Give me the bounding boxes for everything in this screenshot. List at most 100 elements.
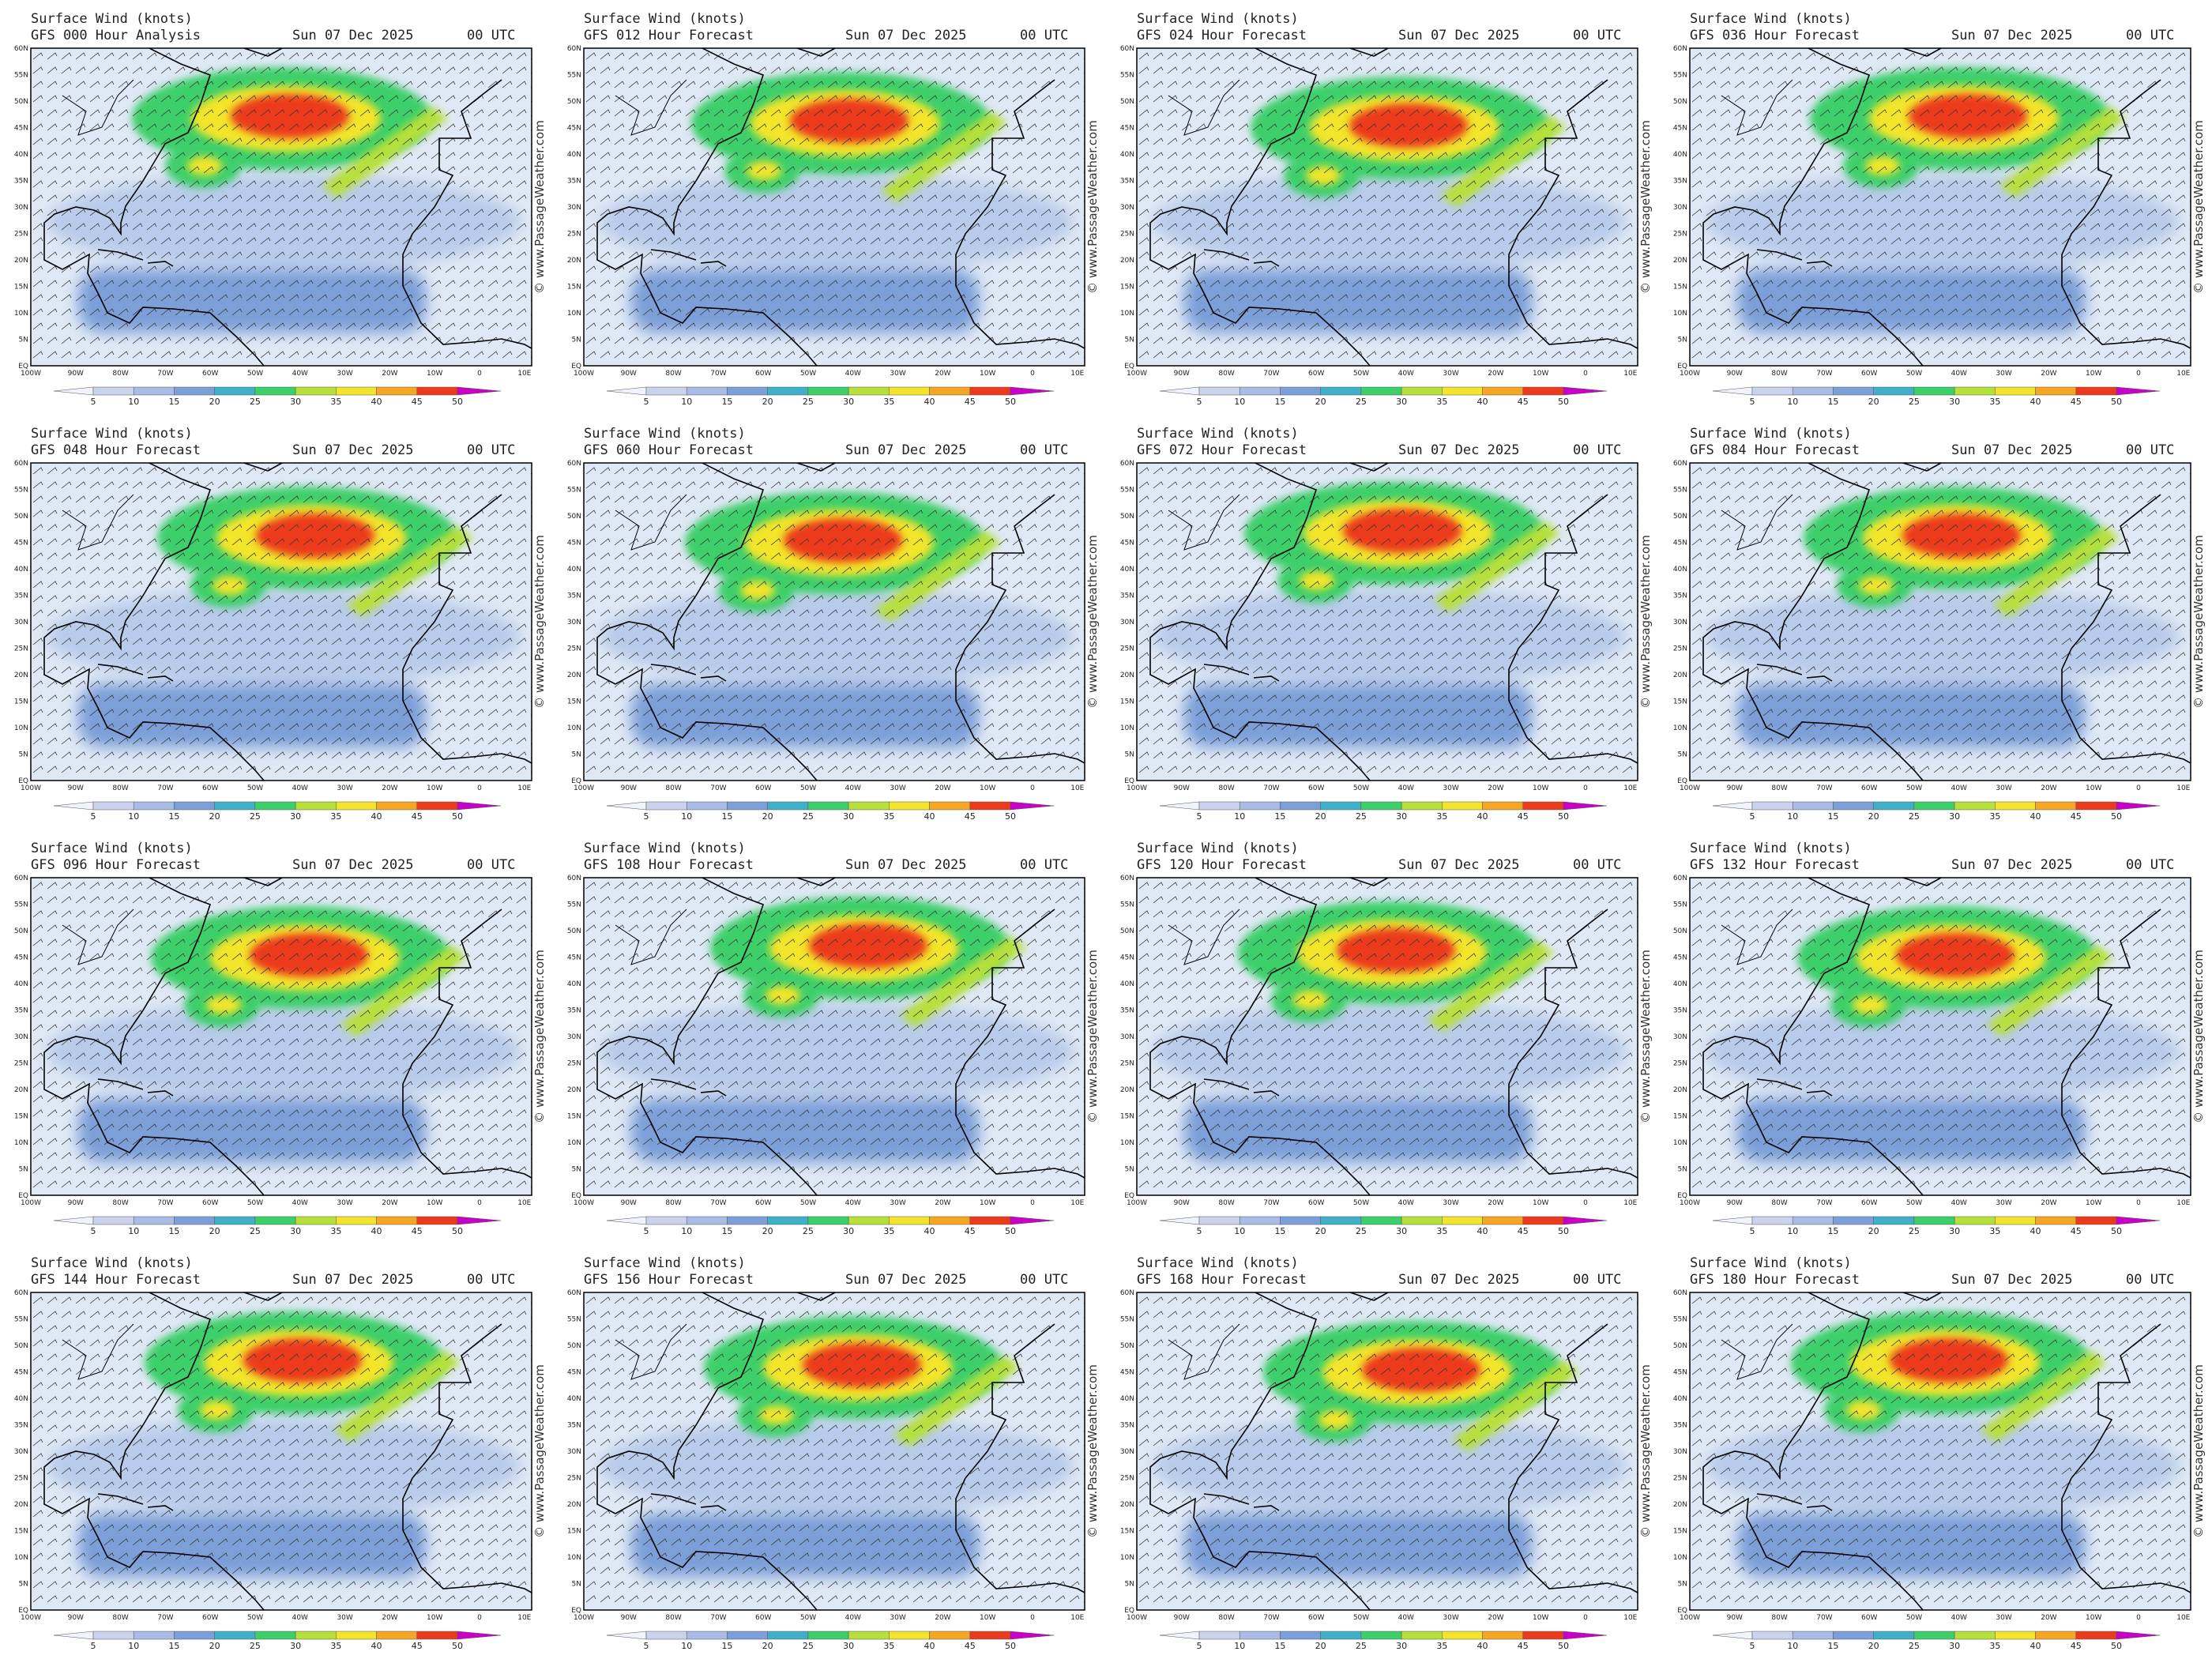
latitude-label: EQ bbox=[1677, 777, 1687, 785]
latitude-label: 50N bbox=[1673, 1342, 1687, 1350]
colorbar-segment bbox=[1954, 386, 1996, 396]
latitude-label: 25N bbox=[1673, 1060, 1687, 1068]
colorbar-segment bbox=[2075, 801, 2117, 811]
colorbar-label: 35 bbox=[330, 397, 341, 407]
colorbar-segment bbox=[767, 386, 809, 396]
date-label: Sun 07 Dec 2025 bbox=[1951, 442, 2073, 458]
colorbar-segment bbox=[1320, 386, 1362, 396]
latitude-label: 45N bbox=[1120, 1369, 1134, 1377]
date-label: Sun 07 Dec 2025 bbox=[292, 442, 414, 458]
colorbar-label: 5 bbox=[1750, 397, 1755, 407]
colorbar-segment bbox=[92, 386, 134, 396]
colorbar-label: 30 bbox=[1949, 1226, 1960, 1236]
colorbar-segment bbox=[1360, 1631, 1402, 1640]
latitude-label: 30N bbox=[567, 204, 581, 212]
longitude-label: 50W bbox=[1353, 784, 1369, 792]
longitude-label: 30W bbox=[1996, 370, 2011, 378]
longitude-label: 20W bbox=[935, 1614, 950, 1622]
latitude-label: 55N bbox=[1673, 1316, 1687, 1324]
wind-map bbox=[1136, 462, 1638, 781]
wind-map bbox=[583, 1292, 1085, 1611]
colorbar-label: 50 bbox=[2111, 811, 2122, 822]
latitude-label: 35N bbox=[1120, 592, 1134, 600]
colorbar-segment bbox=[254, 801, 296, 811]
latitude-label: 60N bbox=[1673, 1289, 1687, 1297]
date-label: Sun 07 Dec 2025 bbox=[1398, 442, 1520, 458]
longitude-label: 70W bbox=[157, 370, 173, 378]
longitude-label: 40W bbox=[845, 1199, 861, 1207]
colorbar-label: 5 bbox=[91, 1226, 96, 1236]
colorbar-label: 5 bbox=[91, 397, 96, 407]
longitude-label: 50W bbox=[247, 784, 263, 792]
forecast-panel: Surface Wind (knots)GFS 180 Hour Forecas… bbox=[1673, 1255, 2206, 1651]
colorbar-label: 45 bbox=[965, 811, 976, 822]
colorbar-segment bbox=[214, 1216, 256, 1225]
longitude-label: 90W bbox=[621, 784, 637, 792]
longitude-label: 10E bbox=[517, 784, 531, 792]
latitude-label: 15N bbox=[1673, 1528, 1687, 1536]
longitude-label: 60W bbox=[202, 370, 218, 378]
longitude-label: 50W bbox=[800, 1614, 816, 1622]
latitude-label: 55N bbox=[1673, 901, 1687, 909]
longitude-label: 10W bbox=[1533, 784, 1548, 792]
longitude-label: 10E bbox=[1623, 784, 1637, 792]
colorbar-segment bbox=[1873, 386, 1915, 396]
longitude-label: 50W bbox=[800, 784, 816, 792]
panel-title: Surface Wind (knots) bbox=[584, 1255, 746, 1271]
colorbar-label: 15 bbox=[721, 811, 732, 822]
panel-title: Surface Wind (knots) bbox=[1137, 1255, 1299, 1271]
colorbar-label: 40 bbox=[1477, 811, 1488, 822]
longitude-label: 80W bbox=[665, 370, 681, 378]
colorbar: 5 10 15 20 25 30 35 40 45 50 bbox=[1159, 1216, 1608, 1236]
colorbar-label: 25 bbox=[1356, 1226, 1367, 1236]
latitude-label: 20N bbox=[1120, 1086, 1134, 1094]
colorbar-segment bbox=[969, 801, 1011, 811]
colorbar-label: 25 bbox=[1909, 1226, 1920, 1236]
colorbar-segment bbox=[807, 801, 849, 811]
colorbar-label: 25 bbox=[250, 1641, 261, 1651]
longitude-label: 70W bbox=[157, 784, 173, 792]
colorbar-segment bbox=[889, 1631, 930, 1640]
latitude-label: 25N bbox=[14, 231, 28, 239]
latitude-label: 40N bbox=[1120, 151, 1134, 159]
colorbar-segment bbox=[1159, 801, 1200, 811]
longitude-label: 50W bbox=[1906, 1199, 1922, 1207]
colorbar-label: 35 bbox=[1989, 811, 2000, 822]
longitude-label: 100W bbox=[1680, 1614, 1700, 1622]
latitude-label: 15N bbox=[1120, 698, 1134, 706]
latitude-label: 35N bbox=[1120, 1422, 1134, 1430]
colorbar-label: 5 bbox=[644, 1641, 649, 1651]
colorbar-label: 40 bbox=[2030, 1641, 2041, 1651]
colorbar-label: 25 bbox=[1356, 1641, 1367, 1651]
panel-title: Surface Wind (knots) bbox=[31, 11, 193, 27]
latitude-label: 5N bbox=[1678, 751, 1687, 759]
latitude-label: 15N bbox=[567, 698, 581, 706]
colorbar-segment bbox=[1239, 1216, 1281, 1225]
latitude-label: 60N bbox=[1120, 875, 1134, 882]
longitude-label: 20W bbox=[2041, 1199, 2056, 1207]
latitude-label: 35N bbox=[14, 592, 28, 600]
latitude-label: 50N bbox=[567, 927, 581, 935]
wind-map bbox=[30, 877, 532, 1196]
date-label: Sun 07 Dec 2025 bbox=[1951, 1272, 2073, 1288]
colorbar-segment bbox=[1239, 1631, 1281, 1640]
watermark: © www.PassageWeather.com bbox=[1085, 535, 1100, 709]
latitude-label: 15N bbox=[14, 1113, 28, 1121]
latitude-label: 50N bbox=[1120, 513, 1134, 521]
longitude-label: 40W bbox=[1398, 1614, 1414, 1622]
longitude-label: 90W bbox=[1727, 370, 1743, 378]
colorbar-segment bbox=[727, 386, 768, 396]
colorbar-label: 5 bbox=[1197, 1226, 1202, 1236]
colorbar-label: 40 bbox=[924, 1641, 935, 1651]
forecast-panel: Surface Wind (knots)GFS 120 Hour Forecas… bbox=[1120, 841, 1653, 1236]
latitude-label: 5N bbox=[19, 1581, 28, 1589]
map-frame bbox=[1689, 462, 2191, 781]
colorbar-label: 50 bbox=[1558, 811, 1569, 822]
latitude-label: 25N bbox=[1120, 645, 1134, 653]
colorbar-label: 20 bbox=[762, 397, 773, 407]
colorbar-segment bbox=[92, 1216, 134, 1225]
latitude-label: EQ bbox=[18, 1192, 28, 1200]
latitude-label: 25N bbox=[14, 645, 28, 653]
wind-map bbox=[583, 462, 1085, 781]
longitude-label: 20W bbox=[382, 784, 397, 792]
